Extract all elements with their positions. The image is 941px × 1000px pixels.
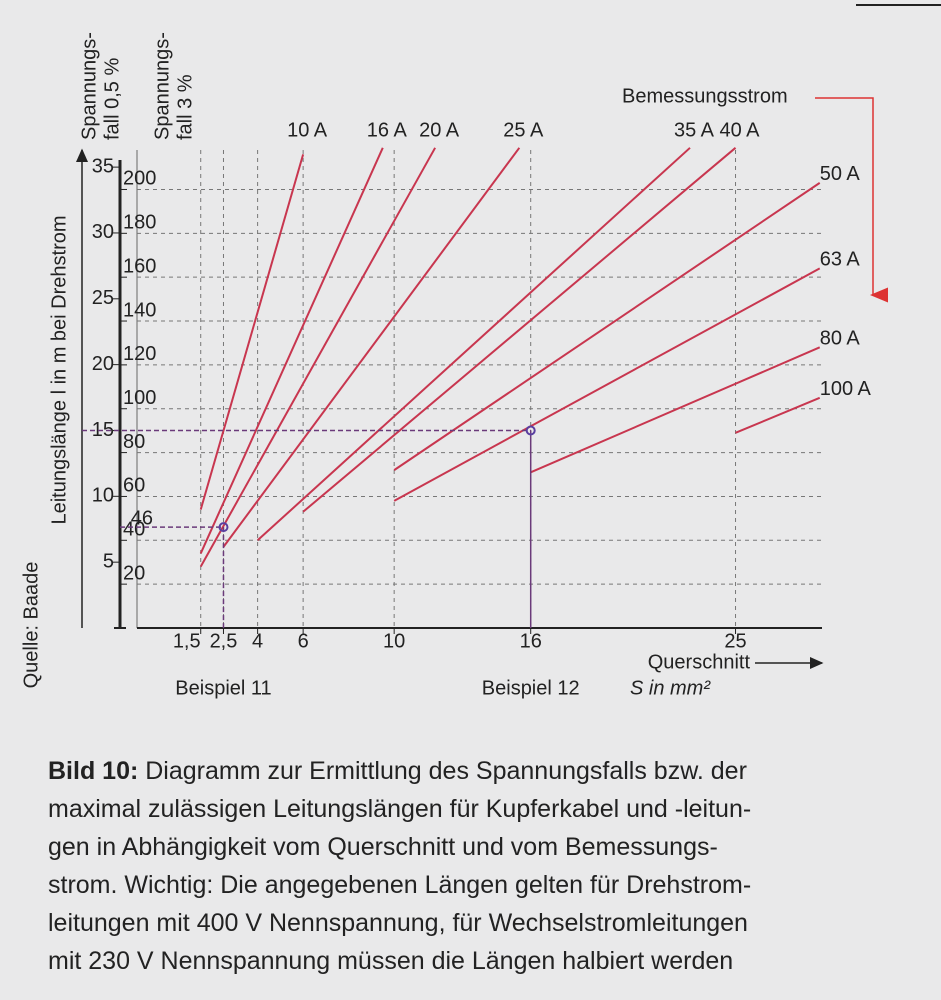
- caption-text: mit 230 V Nennspannung müssen die Längen…: [48, 947, 734, 975]
- x-axis-title: S in mm²: [630, 677, 711, 699]
- caption-line: gen in Abhängigkeit vom Querschnitt und …: [48, 828, 751, 866]
- legend-label: 16 A: [367, 119, 408, 141]
- y2-tick-label: 30: [92, 221, 114, 243]
- y-title: fall 3 %: [174, 74, 196, 140]
- y-tick-label: 180: [123, 212, 156, 234]
- source: Quelle: Baade: [20, 562, 42, 689]
- legend-label: 20 A: [419, 119, 460, 141]
- series-line: [256, 147, 691, 542]
- caption-text: Diagramm zur Ermittlung des Spannungsfal…: [145, 757, 747, 785]
- x-tick-label: 1,5: [173, 630, 201, 652]
- series-line: [199, 147, 384, 554]
- x-tick-label: 6: [298, 630, 309, 652]
- x-tick-label: 25: [724, 630, 746, 652]
- series-line: [393, 267, 821, 502]
- x-axis-title: Querschnitt: [648, 651, 751, 673]
- caption-line: Bild 10: Diagramm zur Ermittlung des Spa…: [48, 752, 751, 790]
- legend-arrow: [815, 97, 888, 303]
- legend-label: 35 A: [674, 119, 715, 141]
- chart: Bemessungsstrom Leitungslänge l in m bei…: [20, 4, 941, 699]
- legend-label: 40 A: [719, 119, 760, 141]
- example-point: [218, 522, 229, 533]
- caption-line: maximal zulässigen Leitungslängen für Ku…: [48, 790, 751, 828]
- legend-label: 80 A: [820, 328, 861, 350]
- caption-text: strom. Wichtig: Die angegebenen Längen g…: [48, 871, 752, 899]
- y-tick-label: 40: [123, 519, 145, 541]
- caption-label: Bild 10:: [48, 757, 139, 785]
- y-tick-label: 160: [123, 255, 156, 277]
- series-line: [530, 346, 821, 474]
- example-label: Beispiel 11: [175, 677, 271, 699]
- caption-line: mit 230 V Nennspannung müssen die Längen…: [48, 942, 751, 980]
- y2-title: Spannungs-: [78, 32, 100, 140]
- caption-line: strom. Wichtig: Die angegebenen Längen g…: [48, 866, 751, 904]
- legend-label: 25 A: [503, 119, 544, 141]
- y-axis-title: Leitungslänge l in m bei Drehstrom: [48, 215, 70, 524]
- caption: Bild 10: Diagramm zur Ermittlung des Spa…: [48, 752, 751, 980]
- legend-title: Bemessungsstrom: [622, 85, 788, 107]
- series-line: [735, 396, 821, 434]
- y2-title: fall 0,5 %: [101, 58, 123, 140]
- y2-tick-label: 25: [92, 287, 114, 309]
- y-tick-label: 20: [123, 562, 145, 584]
- caption-text: gen in Abhängigkeit vom Querschnitt und …: [48, 833, 718, 861]
- y2-tick-label: 20: [92, 353, 114, 375]
- caption-text: leitungen mit 400 V Nennspannung, für We…: [48, 909, 748, 937]
- example-label: Beispiel 12: [482, 677, 580, 699]
- y-tick-label: 60: [123, 475, 145, 497]
- legend-label: 100 A: [820, 378, 872, 400]
- caption-line: leitungen mit 400 V Nennspannung, für We…: [48, 904, 751, 942]
- y-tick-label: 80: [123, 431, 145, 453]
- series-line: [393, 182, 821, 471]
- y-tick-label: 200: [123, 168, 156, 190]
- series-line: [199, 147, 436, 568]
- x-tick-label: 2,5: [210, 630, 238, 652]
- y2-tick-label: 35: [92, 155, 114, 177]
- series-line: [302, 147, 737, 513]
- y2-tick-label: 10: [92, 485, 114, 507]
- example-value: 46: [131, 507, 153, 529]
- x-tick-label: 10: [383, 630, 405, 652]
- series-line: [199, 154, 305, 510]
- y-tick-label: 140: [123, 299, 156, 321]
- legend-label: 63 A: [820, 249, 861, 271]
- series-line: [222, 147, 521, 548]
- y-tick-label: 120: [123, 343, 156, 365]
- legend-label: 50 A: [820, 163, 861, 185]
- example-point: [525, 425, 536, 436]
- x-tick-label: 4: [252, 630, 263, 652]
- legend-label: 10 A: [287, 119, 328, 141]
- y-tick-label: 100: [123, 387, 156, 409]
- caption-text: maximal zulässigen Leitungslängen für Ku…: [48, 795, 752, 823]
- y-title: Spannungs-: [151, 32, 173, 140]
- x-tick-label: 16: [520, 630, 542, 652]
- y2-tick-label: 5: [103, 550, 114, 572]
